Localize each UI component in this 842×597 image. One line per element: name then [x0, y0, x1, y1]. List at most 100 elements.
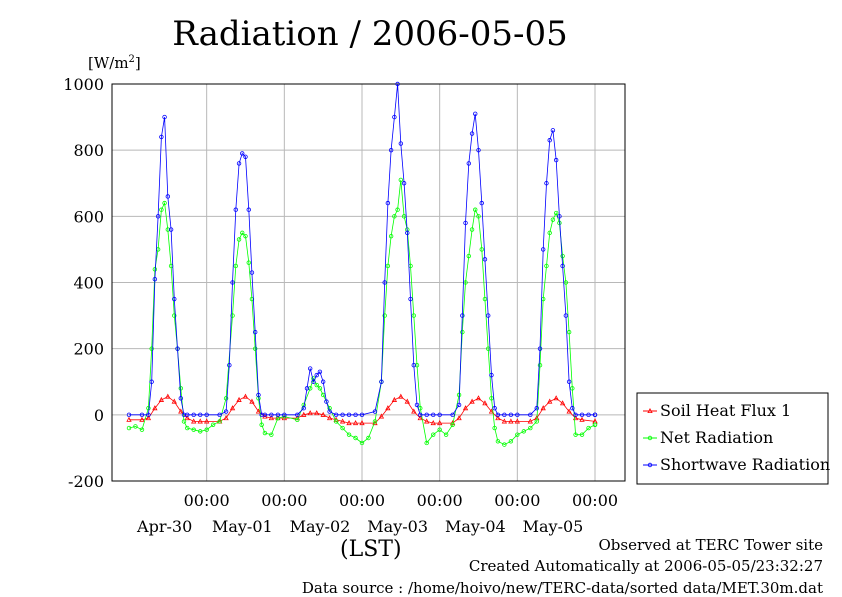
x-tick-time-label: 00:00 — [261, 491, 307, 510]
data-point — [382, 280, 387, 285]
data-point — [372, 419, 378, 424]
data-point — [126, 416, 132, 422]
data-point — [240, 151, 245, 156]
data-point — [152, 267, 158, 272]
data-point — [385, 263, 391, 269]
data-point — [395, 81, 400, 87]
data-point — [563, 313, 569, 318]
data-point — [155, 214, 161, 219]
data-point — [560, 263, 565, 269]
data-point — [314, 372, 319, 378]
data-point — [346, 432, 352, 437]
data-point — [586, 412, 591, 418]
series-soil-heat-flux-1 — [126, 393, 598, 426]
data-point — [168, 227, 174, 232]
data-point — [489, 396, 494, 401]
data-point — [236, 396, 242, 402]
data-point — [204, 427, 209, 432]
legend-label: Net Radiation — [660, 428, 773, 447]
data-point — [417, 415, 423, 421]
data-point — [408, 296, 413, 302]
data-point — [392, 114, 397, 120]
data-point — [230, 313, 235, 318]
data-point — [227, 363, 232, 368]
data-point — [256, 392, 261, 398]
data-point — [547, 230, 552, 236]
data-point — [229, 405, 236, 411]
data-point — [246, 207, 251, 212]
data-point — [282, 412, 287, 418]
x-tick-time-label: 00:00 — [339, 491, 385, 510]
x-axis-label: (LST) — [340, 537, 402, 562]
data-point — [324, 399, 329, 404]
data-point — [437, 427, 442, 432]
data-point — [476, 147, 481, 153]
data-point — [233, 263, 238, 269]
data-point — [359, 440, 365, 446]
data-point — [317, 369, 323, 375]
data-point — [534, 406, 539, 411]
data-point — [359, 412, 365, 418]
unit-close: ] — [134, 54, 141, 72]
data-point — [553, 157, 559, 163]
data-point — [456, 402, 462, 408]
data-point — [586, 425, 591, 431]
y-tick-label: 0 — [94, 406, 104, 425]
data-point — [385, 200, 391, 206]
data-point — [366, 435, 371, 441]
data-point — [527, 418, 533, 424]
data-point — [314, 382, 319, 388]
footer-source: Data source : /home/hoivo/new/TERC-data/… — [301, 579, 823, 597]
data-point — [249, 270, 255, 275]
data-point — [544, 263, 549, 269]
chart-title: Radiation / 2006-05-05 — [172, 14, 568, 54]
data-point — [424, 440, 429, 446]
data-point — [178, 396, 184, 401]
data-point — [158, 396, 165, 402]
data-point — [460, 313, 465, 318]
legend-label: Soil Heat Flux 1 — [660, 401, 791, 420]
data-point — [560, 253, 565, 259]
data-point — [295, 417, 300, 422]
data-point — [502, 442, 507, 447]
data-point — [437, 420, 443, 426]
data-point — [198, 412, 203, 418]
y-axis-unit-label: [W/m2] — [88, 54, 141, 72]
data-point — [482, 296, 488, 302]
data-point — [259, 422, 264, 427]
data-point — [492, 406, 497, 411]
data-point — [469, 131, 475, 136]
data-point — [540, 247, 546, 252]
data-point — [550, 217, 556, 222]
legend-marker — [647, 407, 653, 414]
data-point — [185, 425, 190, 431]
data-point — [544, 181, 549, 186]
data-point — [501, 418, 508, 424]
data-point — [255, 408, 262, 414]
data-point — [243, 233, 248, 239]
data-point — [172, 296, 177, 302]
data-point — [301, 411, 307, 417]
data-point — [592, 412, 598, 418]
data-point — [181, 419, 187, 424]
data-point — [307, 386, 313, 391]
data-point — [268, 415, 275, 421]
data-point — [191, 427, 196, 432]
data-point — [398, 141, 404, 146]
data-point — [537, 346, 543, 351]
data-point — [528, 425, 533, 431]
data-point — [217, 419, 222, 424]
data-point — [486, 313, 491, 318]
data-point — [165, 393, 171, 399]
data-point — [579, 432, 585, 437]
x-tick-time-label: 00:00 — [417, 491, 463, 510]
data-point — [528, 412, 533, 418]
data-point — [262, 412, 268, 418]
data-point — [191, 412, 196, 418]
legend-marker — [647, 462, 653, 468]
data-point — [573, 412, 578, 418]
data-point — [172, 313, 177, 318]
data-point — [379, 379, 384, 384]
data-point — [145, 415, 152, 421]
